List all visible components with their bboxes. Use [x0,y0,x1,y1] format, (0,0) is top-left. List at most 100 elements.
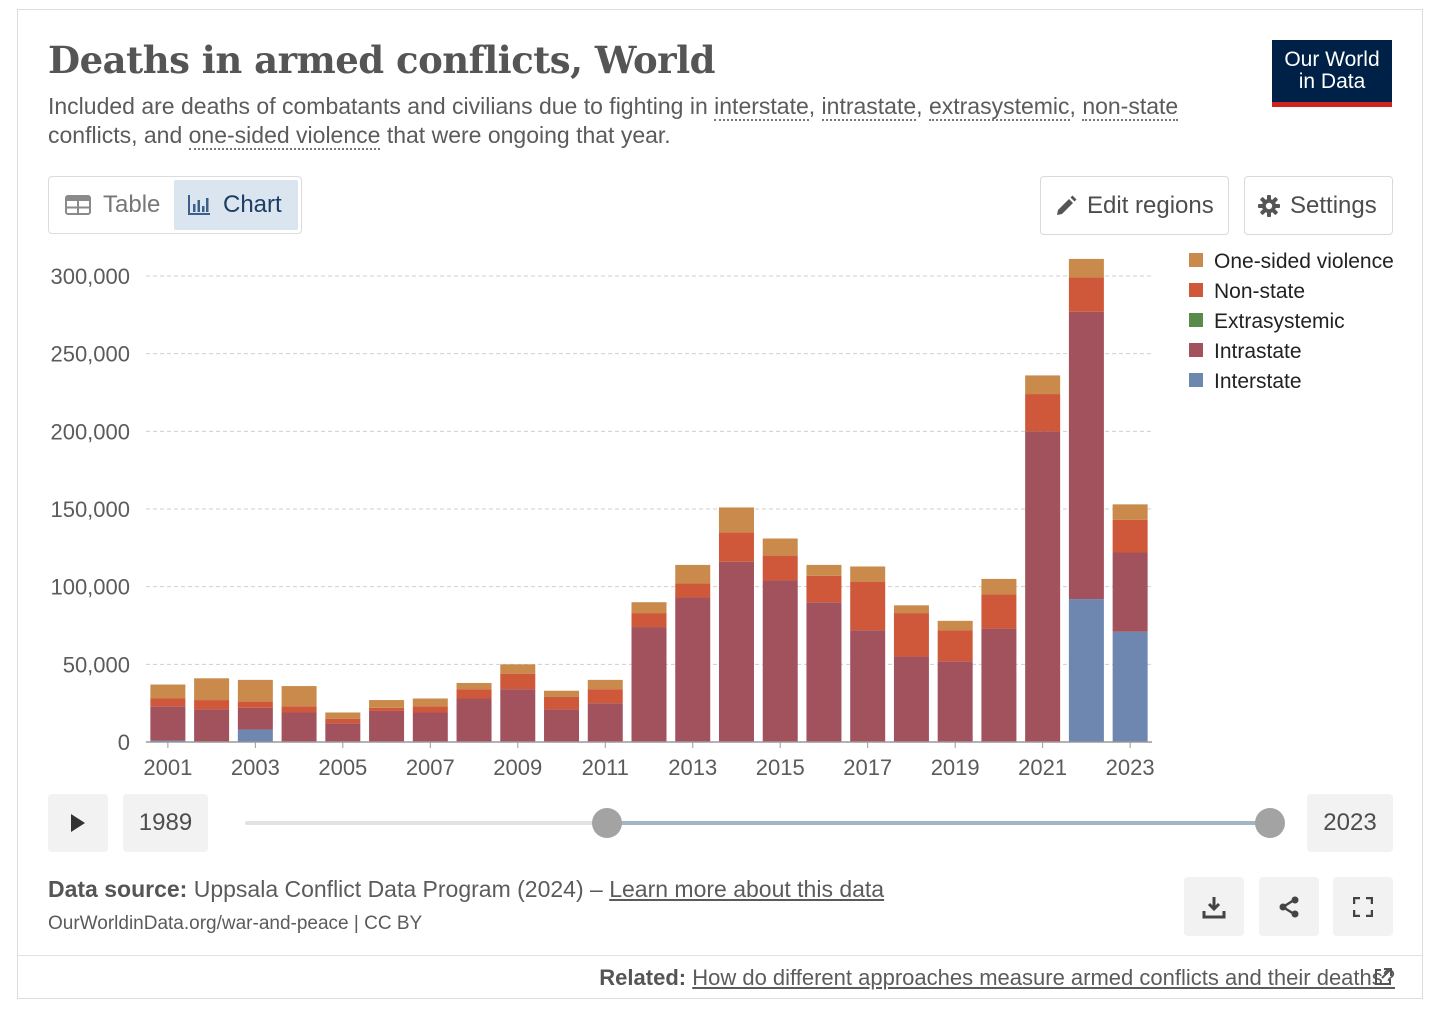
bar-segment [718,561,754,742]
bar-segment [806,602,842,742]
bar-segment [1068,277,1104,312]
timeline-end-handle[interactable] [1255,808,1285,838]
x-tick-label: 2013 [668,755,717,780]
bar-segment [675,583,711,598]
y-tick-label: 200,000 [50,419,130,444]
bar-segment [806,564,842,576]
bar-segment [850,566,886,583]
bar-segment [412,698,448,707]
bar-segment [281,686,317,707]
bar-segment [631,613,667,628]
bar-segment [325,718,361,724]
timeline-start-year: 1989 [123,794,208,852]
x-tick-label: 2001 [143,755,192,780]
logo-line-2: in Data [1298,70,1366,93]
tab-table[interactable]: Table [65,180,160,230]
related-link[interactable]: How do different approaches measure arme… [692,965,1395,990]
y-tick-label: 150,000 [50,497,130,522]
subtitle-sep: , [916,93,929,119]
share-icon [1279,896,1299,917]
bar-segment [500,664,536,674]
bar-segment [718,507,754,533]
bar-segment [1068,258,1104,278]
bar-segment [281,712,317,742]
tab-chart[interactable]: Chart [174,180,298,230]
bar-segment [237,679,273,702]
bar-segment [456,689,492,699]
bar-segment [587,703,623,742]
bar-segment [1025,375,1061,395]
legend-swatch [1189,283,1203,297]
one-sided-violence-link[interactable]: one-sided violence [188,122,381,150]
bar-segment [237,707,273,730]
legend-swatch [1189,373,1203,387]
bar-segment [194,678,230,701]
y-tick-label: 300,000 [50,264,130,289]
learn-more-link[interactable]: Learn more about this data [609,876,885,902]
bar-segment [237,701,273,708]
bar-segment [718,532,754,562]
x-tick-label: 2011 [582,755,629,780]
bar-segment [325,712,361,719]
x-tick-label: 2005 [318,755,367,780]
logo-line-1: Our World [1284,48,1380,71]
extrasystemic-link[interactable]: extrasystemic [928,93,1070,121]
bar-segment [237,729,273,742]
bar-segment [893,656,929,742]
external-link-icon [1375,968,1392,985]
legend-swatch [1189,253,1203,267]
stacked-bar-chart: 0 50,000 100,000 150,000 200,000 250,000 300,0… [50,250,1393,780]
share-button[interactable] [1259,877,1319,936]
bar-segment [1025,394,1061,432]
table-icon [65,195,91,215]
bar-segment [544,690,580,697]
fullscreen-button[interactable] [1333,877,1393,936]
download-button[interactable] [1184,877,1244,936]
subtitle-sep: , [1069,93,1083,119]
tab-table-label: Table [103,191,161,218]
bar-segment [194,709,230,742]
expand-icon [1353,896,1373,917]
bar-segment [369,710,405,742]
non-state-link[interactable]: non-state [1082,93,1179,121]
legend-swatch [1189,343,1203,357]
intrastate-link[interactable]: intrastate [821,93,917,121]
settings-button[interactable]: Settings [1244,176,1393,235]
edit-regions-label: Edit regions [1087,191,1214,219]
edit-regions-button[interactable]: Edit regions [1040,176,1229,235]
bar-segment [937,661,973,742]
bar-segment [456,698,492,742]
bar-segment [1112,519,1148,553]
bar-segment [369,700,405,708]
chart-card [17,9,1423,999]
bar-segment [762,580,798,742]
bar-segment [1112,631,1148,742]
bar-segment [1068,599,1104,742]
x-tick-label: 2021 [1018,755,1067,780]
download-icon [1202,896,1226,918]
owid-logo[interactable]: Our World in Data [1272,40,1392,107]
bar-segment [150,698,186,707]
bar-segment [631,627,667,742]
bar-segment [456,682,492,690]
bar-segment [850,630,886,742]
bar-segment [194,700,230,710]
bar-segment [893,605,929,614]
bar-segment [587,689,623,704]
x-tick-label: 2007 [406,755,455,780]
timeline-end-year: 2023 [1307,794,1393,852]
y-tick-label: 0 [118,730,130,755]
bar-segment [369,707,405,711]
bar-segment [325,723,361,742]
legend-label: Intrastate [1214,340,1302,363]
y-tick-label: 50,000 [63,652,130,677]
play-button[interactable] [48,794,108,852]
play-icon [71,814,85,832]
bar-segment [412,706,448,713]
subtitle-text: that were ongoing that year. [380,122,671,148]
settings-label: Settings [1290,191,1377,219]
bar-segment [937,630,973,662]
timeline-start-handle[interactable] [592,808,622,838]
interstate-link[interactable]: interstate [714,93,809,121]
bar-segment [675,564,711,584]
